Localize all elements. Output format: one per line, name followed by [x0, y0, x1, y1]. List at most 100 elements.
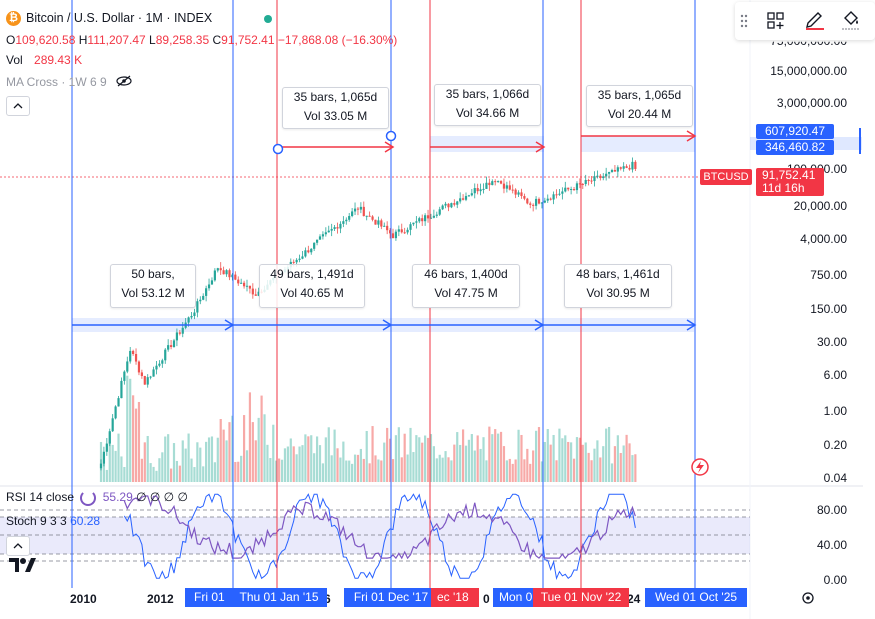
eye-hidden-icon[interactable]	[116, 75, 132, 90]
paint-bucket-icon[interactable]	[837, 6, 863, 32]
candle-body	[169, 345, 173, 348]
volume-bar	[242, 415, 246, 482]
volume-bar	[126, 375, 129, 482]
candle-body	[114, 406, 117, 419]
volume-bar	[359, 448, 362, 482]
volume-bar	[240, 455, 243, 482]
candle-body	[155, 365, 158, 370]
measurement-arrows[interactable]	[72, 130, 697, 331]
measure-box-bottom-1[interactable]: 50 bars, Vol 53.12 M	[110, 264, 196, 308]
volume-bar	[549, 444, 552, 482]
price-axis-label: 3,000,000.00	[776, 96, 847, 110]
measure-box-top-3[interactable]: 35 bars, 1,065d Vol 20.44 M	[586, 85, 693, 127]
candle-body	[134, 354, 138, 362]
volume-bar	[391, 459, 395, 482]
measure-band-top-2[interactable]	[430, 136, 544, 152]
ma-cross-label[interactable]: MA Cross · 1W 6 9	[6, 75, 132, 90]
measure-box-top-1[interactable]: 35 bars, 1,065d Vol 33.05 M	[282, 87, 389, 129]
flag-low-label[interactable]: 346,460.82	[756, 140, 834, 155]
candle-body	[231, 274, 234, 278]
date-chip-2[interactable]: Thu 01 Jan '15	[231, 588, 327, 607]
candle-body	[359, 206, 362, 210]
lightning-icon[interactable]	[691, 458, 709, 476]
volume-bar	[102, 454, 106, 482]
candle-body	[161, 360, 164, 364]
date-chip-1[interactable]: Fri 01	[185, 588, 233, 607]
drawing-toolbar[interactable]	[735, 2, 875, 40]
candle-body	[529, 203, 532, 205]
volume-bar	[599, 457, 602, 482]
candle-body	[628, 167, 631, 170]
volume-bar	[310, 435, 313, 482]
volume-bar	[394, 435, 398, 482]
drag-handle-icon[interactable]	[735, 8, 753, 34]
date-chip-3[interactable]: Fri 01 Dec '17	[344, 588, 438, 607]
collapse-rsi-button[interactable]	[6, 536, 30, 556]
pencil-icon[interactable]	[801, 6, 827, 32]
symbol-title[interactable]: Bitcoin / U.S. Dollar · 1M · INDEX	[26, 11, 213, 25]
candle-body	[505, 185, 508, 189]
arrow-bottom-4-head	[686, 319, 697, 331]
measure-vol: Vol 34.66 M	[455, 106, 520, 120]
candle-body	[298, 258, 301, 260]
price-axis-label: 750.00	[810, 268, 847, 282]
flag-high-label[interactable]: 607,920.47	[756, 124, 834, 139]
symbol-tag: BTCUSD	[700, 169, 752, 185]
volume-bar	[269, 458, 272, 482]
measure-box-bottom-2[interactable]: 49 bars, 1,491d Vol 40.65 M	[259, 264, 365, 308]
candle-body	[242, 282, 246, 287]
candle-body	[424, 215, 427, 222]
candle-body	[388, 230, 392, 234]
volume-bar	[286, 446, 289, 482]
candle-body	[228, 270, 231, 278]
settings-icon[interactable]	[802, 592, 814, 604]
volume-bar	[202, 466, 205, 482]
date-chip-7[interactable]: Wed 01 Oct '25	[645, 588, 747, 607]
candle-body	[172, 340, 176, 348]
candle-body	[572, 189, 576, 191]
measure-vol: Vol 33.05 M	[303, 109, 368, 123]
candle-body	[307, 250, 310, 253]
measure-bars: 48 bars, 1,461d	[576, 267, 660, 281]
measure-box-top-2[interactable]: 35 bars, 1,066d Vol 34.66 M	[434, 84, 541, 126]
measure-box-bottom-3[interactable]: 46 bars, 1,400d Vol 47.75 M	[412, 264, 520, 308]
collapse-legend-button[interactable]	[6, 96, 30, 116]
measure-box-bottom-4[interactable]: 48 bars, 1,461d Vol 30.95 M	[564, 264, 672, 308]
volume-bar	[213, 462, 216, 482]
volume-bar	[295, 454, 298, 482]
volume-bar	[456, 432, 459, 482]
candle-body	[333, 227, 336, 229]
volume-label: Vol	[6, 53, 23, 67]
candle-body	[599, 175, 602, 179]
tradingview-logo[interactable]	[8, 556, 38, 579]
date-chip-6[interactable]: Tue 01 Nov '22	[533, 588, 629, 607]
date-chip-5[interactable]: Mon 0	[493, 588, 538, 607]
candle-body	[514, 189, 517, 195]
volume-bar	[318, 445, 322, 482]
low-value: 89,258.35	[155, 33, 210, 47]
candle-body	[304, 250, 307, 257]
volume-bar	[546, 429, 549, 482]
date-chip-4[interactable]: ec '18	[431, 588, 479, 607]
candle-body	[336, 227, 339, 229]
volume-bar	[596, 440, 599, 482]
volume-bar	[520, 434, 523, 482]
grid-plus-icon[interactable]	[763, 8, 789, 34]
stoch-legend[interactable]: Stoch 9 3 3 60.28	[6, 514, 100, 528]
measure-bars: 35 bars, 1,066d	[445, 87, 530, 101]
candle-body	[99, 463, 103, 469]
volume-bar	[339, 457, 342, 482]
candle-body	[210, 280, 214, 285]
candle-body	[634, 161, 637, 169]
volume-bar	[406, 454, 409, 482]
volume-bar	[117, 433, 120, 482]
volume-bar	[555, 460, 558, 482]
candle-body	[254, 294, 257, 296]
volume-bar	[532, 450, 535, 482]
volume-bar	[333, 429, 336, 482]
price-axis-label: 20,000.00	[793, 199, 847, 213]
rsi-legend[interactable]: RSI 14 close 55.29 ∅ ∅ ∅ ∅	[6, 490, 188, 506]
measure-band-top-3[interactable]	[581, 136, 695, 152]
